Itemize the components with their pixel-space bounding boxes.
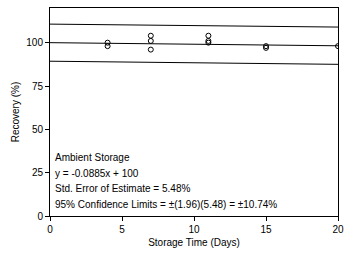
svg-text:50: 50 [32,124,44,135]
svg-text:25: 25 [32,167,44,178]
svg-text:Ambient Storage: Ambient Storage [55,152,130,163]
svg-text:95% Confidence Limits = ±(1.96: 95% Confidence Limits = ±(1.96)(5.48) = … [55,199,277,210]
svg-text:20: 20 [332,224,344,235]
svg-text:10: 10 [188,224,200,235]
svg-text:Storage Time (Days): Storage Time (Days) [148,237,240,248]
svg-text:Std. Error of Estimate = 5.48%: Std. Error of Estimate = 5.48% [55,183,190,194]
svg-text:15: 15 [260,224,272,235]
svg-text:0: 0 [37,211,43,222]
svg-text:Recovery (%): Recovery (%) [10,82,21,143]
svg-text:5: 5 [119,224,125,235]
svg-text:100: 100 [26,37,43,48]
svg-text:0: 0 [47,224,53,235]
svg-text:75: 75 [32,81,44,92]
svg-text:y = -0.0885x + 100: y = -0.0885x + 100 [55,168,139,179]
